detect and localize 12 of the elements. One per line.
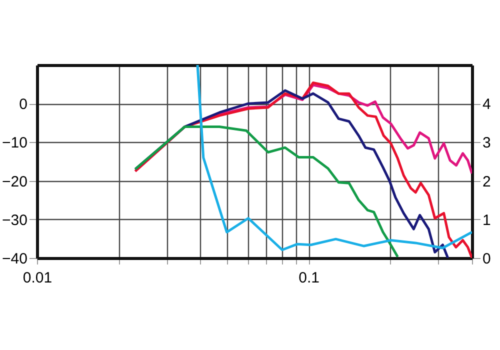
y2-tick-label: 2 — [482, 173, 491, 190]
y-tick-label: −20 — [2, 173, 28, 190]
y2-tick-label: 1 — [482, 212, 491, 229]
y-tick-label: 0 — [19, 96, 28, 114]
y-tick-label: −30 — [2, 212, 28, 229]
y2-tick-label: 3 — [482, 134, 491, 152]
y2-tick-label: 0 — [482, 250, 491, 268]
y-tick-label: −10 — [2, 134, 28, 152]
x-tick-label: 0.01 — [22, 270, 52, 286]
y-tick-label: −40 — [2, 250, 28, 268]
y2-tick-label: 4 — [482, 96, 491, 114]
x-tick-label: 0.1 — [298, 270, 320, 286]
